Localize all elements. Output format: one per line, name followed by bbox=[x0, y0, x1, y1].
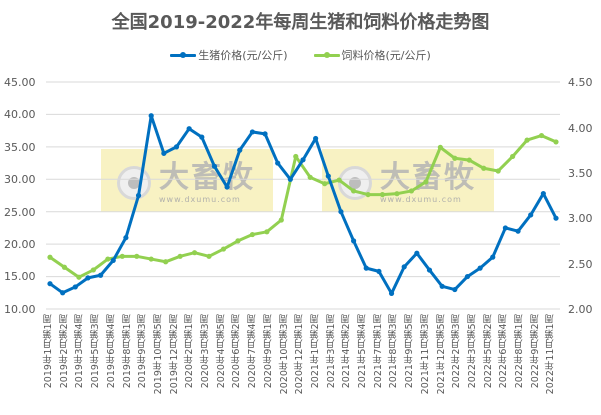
watermark-url: www.dxumu.com bbox=[380, 195, 462, 204]
y-tick-label: 3.00 bbox=[568, 212, 593, 225]
x-tick-label: 2022年11月第1周 bbox=[545, 314, 557, 395]
x-axis: 2019年1月第1周 2019年2月第2周 2019年3月第4周 2019年5月第3周… bbox=[0, 314, 601, 414]
y-tick-label: 45.00 bbox=[4, 76, 36, 89]
watermark-right: 大畜牧 www.dxumu.com bbox=[322, 149, 494, 212]
y-tick-label: 25.00 bbox=[4, 206, 36, 219]
legend-label: 生猪价格(元/公斤) bbox=[198, 49, 288, 62]
x-tick-label: 2019年6月第4周 bbox=[105, 314, 117, 389]
x-tick-label: 2021年7月第1周 bbox=[372, 314, 384, 389]
x-tick-label: 2021年5月第4周 bbox=[357, 314, 368, 389]
x-tick-label: 2022年6月第4周 bbox=[498, 314, 510, 389]
chart-title: 全国2019-2022年每周生猪和饲料价格走势图 bbox=[111, 12, 490, 33]
x-tick-label: 2019年3月第4周 bbox=[74, 314, 86, 389]
line-marker-icon bbox=[170, 50, 197, 60]
x-tick-label: 2020年3月第3周 bbox=[200, 314, 211, 389]
x-tick-label: 2021年9月第5周 bbox=[404, 314, 416, 389]
y-tick-label: 15.00 bbox=[4, 270, 36, 283]
y-tick-label: 10.00 bbox=[4, 303, 36, 316]
y-tick-label: 3.50 bbox=[568, 167, 593, 180]
x-tick-label: 2022年8月第1周 bbox=[514, 314, 525, 389]
series-lines bbox=[47, 113, 559, 297]
x-tick-label: 2020年9月第1周 bbox=[262, 314, 274, 389]
x-tick-label: 2021年11月第3周 bbox=[419, 314, 431, 395]
x-tick-label: 2021年1月第2周 bbox=[309, 314, 321, 389]
x-tick-label: 2019年5月第3周 bbox=[90, 314, 102, 389]
y-tick-label: 30.00 bbox=[4, 173, 36, 186]
x-tick-label: 2022年5月第2周 bbox=[482, 314, 494, 389]
line-marker-icon bbox=[313, 50, 340, 60]
y-tick-label: 4.50 bbox=[568, 76, 593, 89]
legend-item-feed-price[interactable]: 饲料价格(元/公斤) bbox=[313, 47, 431, 63]
legend-item-pig-price[interactable]: 生猪价格(元/公斤) bbox=[170, 47, 288, 63]
y-tick-label: 2.50 bbox=[568, 258, 593, 271]
x-tick-label: 2022年3月第5周 bbox=[466, 314, 478, 389]
x-tick-label: 2019年12月第2周 bbox=[168, 314, 180, 395]
chart-legend: 生猪价格(元/公斤) 饲料价格(元/公斤) bbox=[0, 47, 601, 63]
x-tick-label: 2019年9月第3周 bbox=[137, 314, 149, 389]
x-tick-label: 2022年2月第3周 bbox=[451, 314, 463, 389]
x-tick-label: 2020年4月第5周 bbox=[215, 314, 227, 389]
x-tick-label: 2020年6月第2周 bbox=[231, 314, 243, 389]
x-tick-label: 2021年12月第5周 bbox=[435, 314, 447, 395]
x-tick-label: 2022年9月第2周 bbox=[529, 314, 541, 389]
watermark-url: www.dxumu.com bbox=[159, 195, 241, 204]
y-tick-label: 2.00 bbox=[568, 303, 593, 316]
x-tick-label: 2019年2月第2周 bbox=[58, 314, 70, 389]
x-tick-label: 2021年4月第2周 bbox=[341, 314, 353, 389]
x-tick-label: 2020年7月第4周 bbox=[247, 314, 259, 389]
x-tick-label: 2020年12月第1周 bbox=[294, 314, 306, 395]
legend-label: 饲料价格(元/公斤) bbox=[341, 49, 431, 62]
y-tick-label: 35.00 bbox=[4, 141, 36, 154]
y-tick-label: 4.00 bbox=[568, 122, 593, 135]
x-tick-label: 2019年1月第1周 bbox=[43, 314, 54, 389]
x-tick-label: 2021年8月第3周 bbox=[388, 314, 400, 389]
y-tick-label: 20.00 bbox=[4, 238, 36, 251]
y-tick-label: 40.00 bbox=[4, 108, 36, 121]
x-tick-label: 2020年10月第3周 bbox=[278, 314, 290, 395]
watermark-name: 大畜牧 bbox=[159, 160, 255, 195]
x-tick-label: 2020年2月第1周 bbox=[184, 314, 196, 389]
gridlines bbox=[46, 81, 560, 310]
x-tick-label: 2019年8月第1周 bbox=[121, 314, 133, 389]
x-tick-label: 2021年3月第1周 bbox=[325, 314, 337, 389]
x-tick-label: 2019年10月第5周 bbox=[152, 314, 164, 395]
